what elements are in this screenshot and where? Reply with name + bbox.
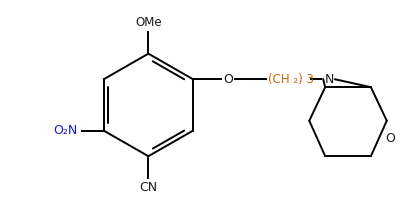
Text: (CH ₂) 3: (CH ₂) 3 — [267, 73, 314, 86]
Text: N: N — [325, 73, 334, 86]
Text: O: O — [385, 132, 395, 145]
Text: OMe: OMe — [135, 16, 162, 29]
Text: CN: CN — [139, 181, 157, 194]
Text: O: O — [223, 73, 233, 86]
Text: O₂N: O₂N — [54, 124, 78, 137]
